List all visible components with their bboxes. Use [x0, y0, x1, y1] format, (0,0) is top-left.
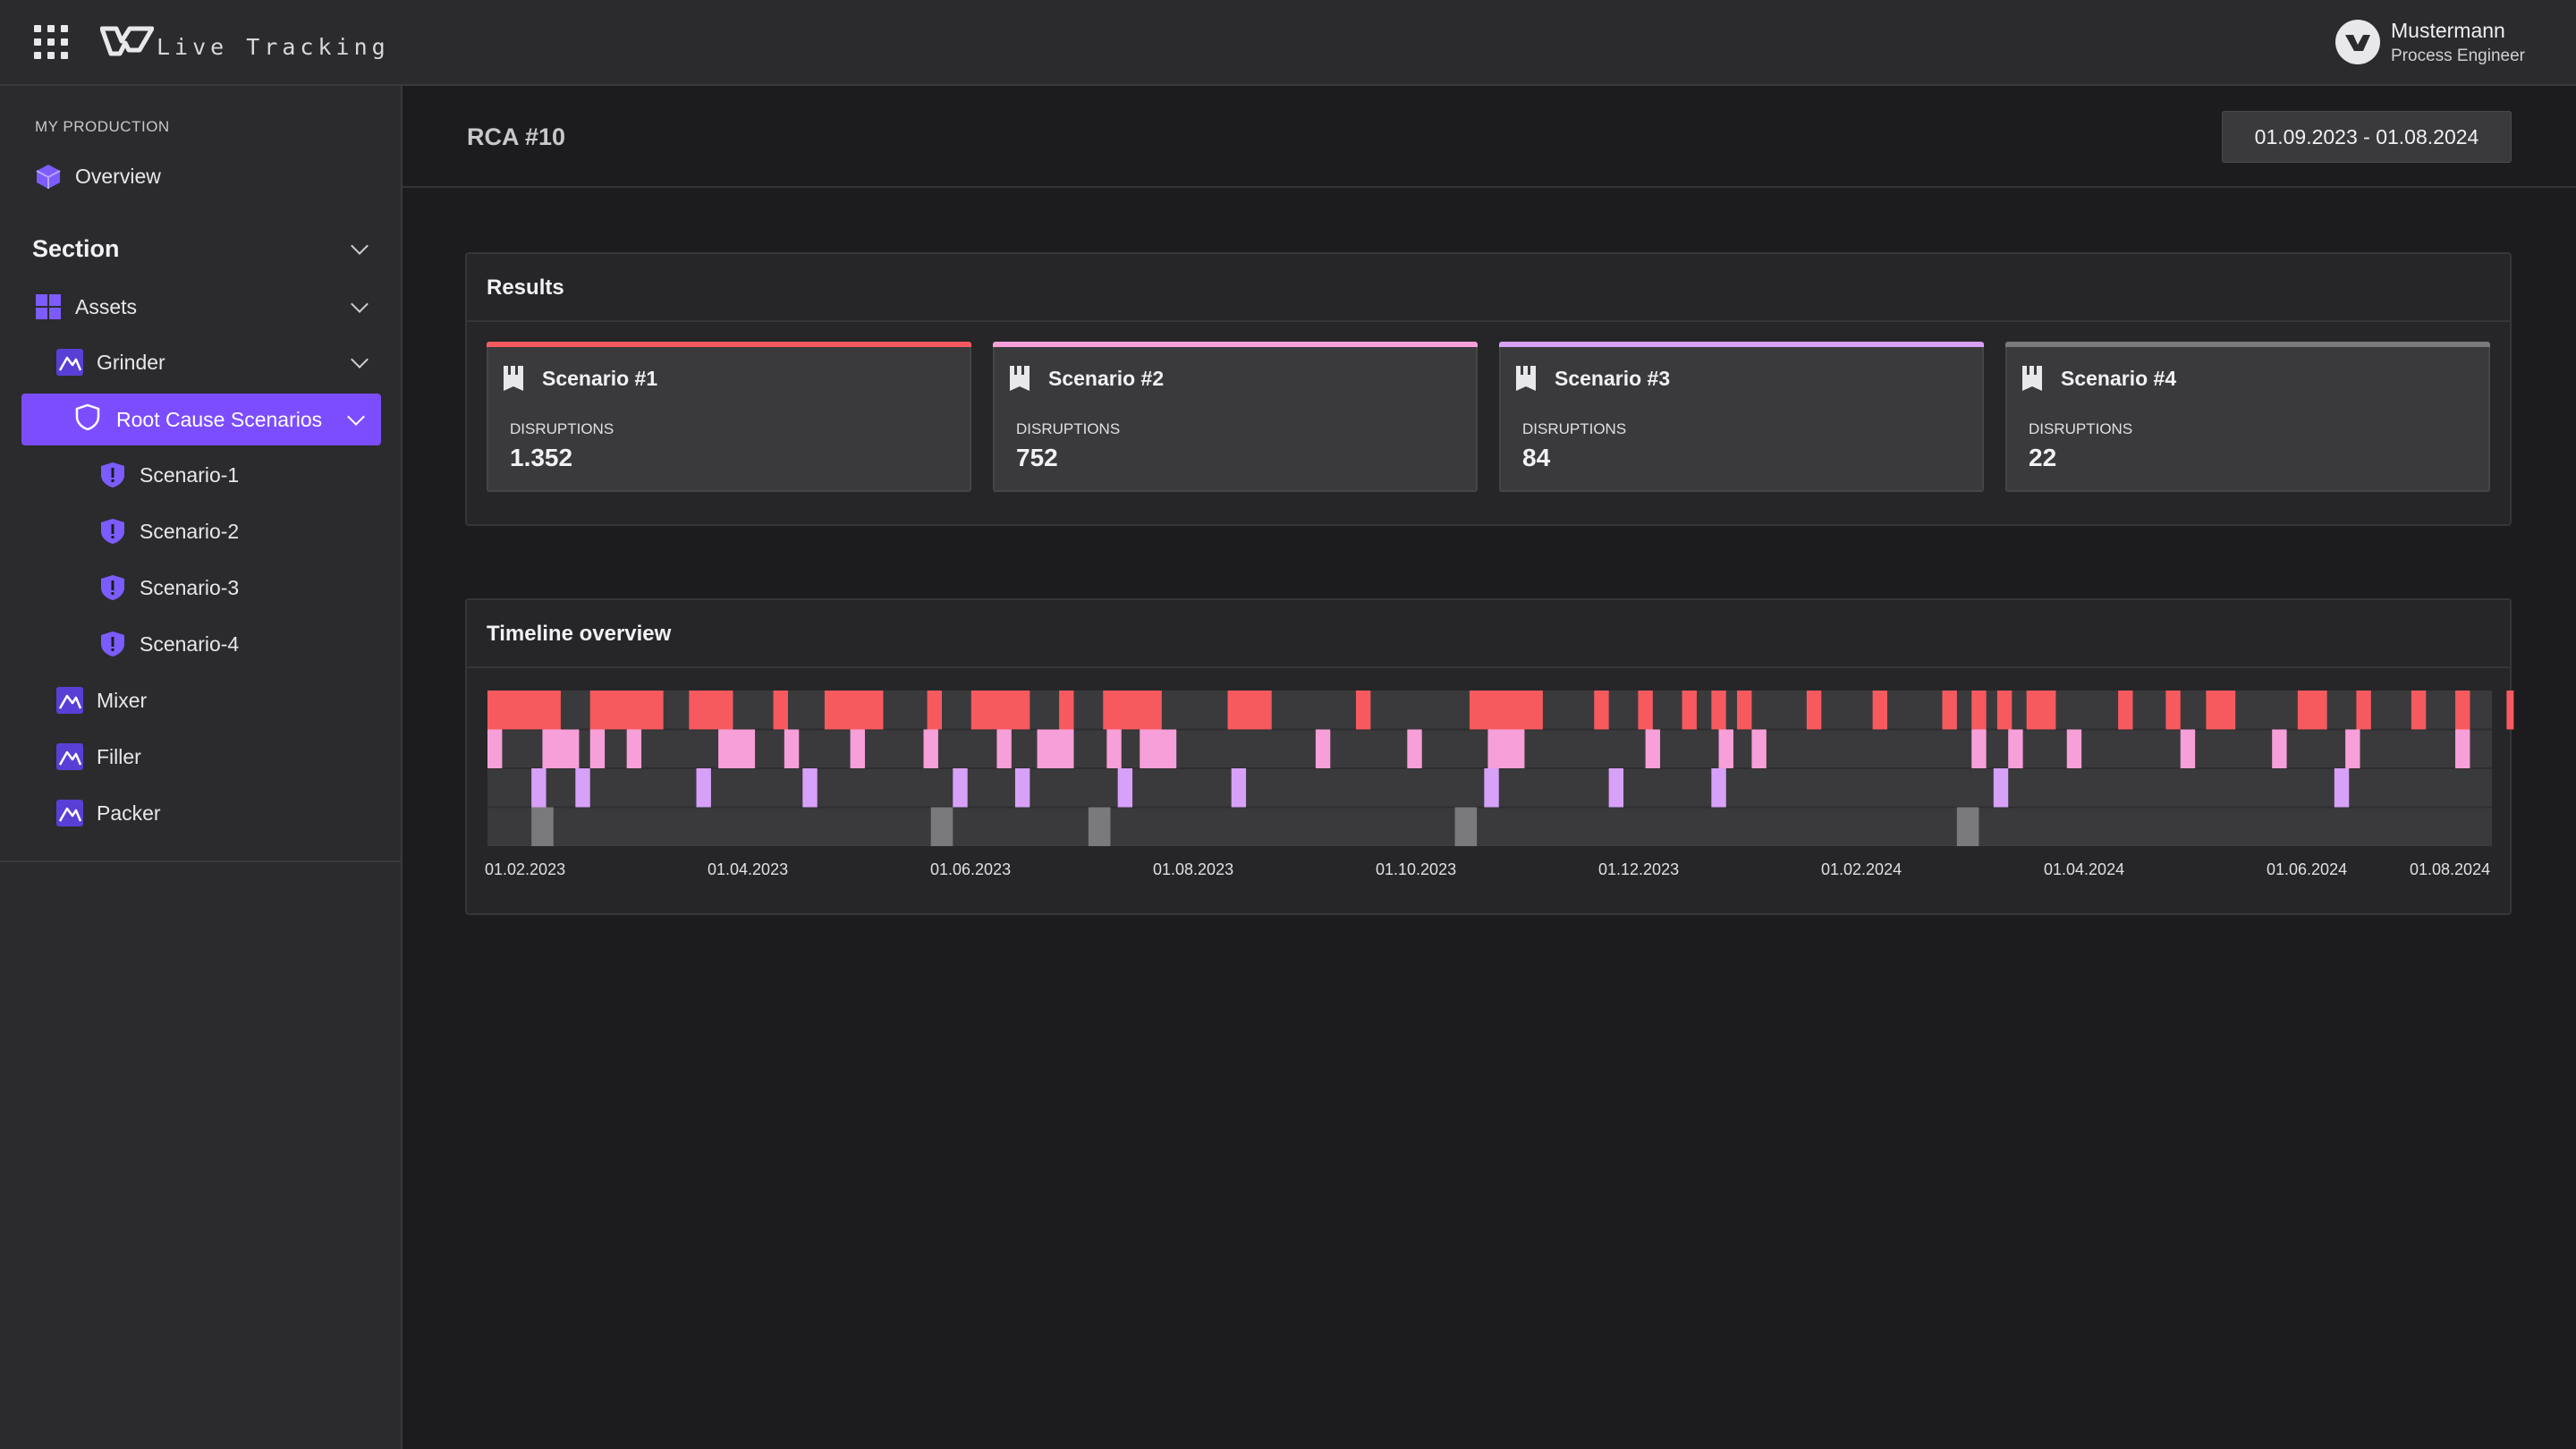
app-title: Live Tracking	[157, 34, 390, 60]
sidebar-item-label: Scenario-2	[140, 519, 240, 543]
page-header: RCA #10 01.09.2023 - 01.08.2024	[402, 86, 2576, 188]
scenario-card-3[interactable]: Scenario #3 DISRUPTIONS 84	[1499, 342, 1984, 492]
axis-tick-label: 01.08.2024	[2410, 860, 2491, 878]
axis-tick-label: 01.04.2024	[2044, 860, 2125, 878]
sidebar-item-mixer[interactable]: Mixer	[55, 674, 147, 726]
timeline-title: Timeline overview	[487, 622, 672, 646]
shield-alert-icon	[98, 517, 127, 546]
metric-value: 752	[1016, 444, 1058, 471]
machine-icon	[55, 799, 84, 827]
sidebar-item-scenario-2[interactable]: Scenario-2	[98, 505, 239, 557]
sidebar: MY PRODUCTION Overview Section Assets	[0, 86, 402, 1449]
axis-tick-label: 01.02.2024	[1821, 860, 1902, 878]
scenario-card-4[interactable]: Scenario #4 DISRUPTIONS 22	[2005, 342, 2490, 492]
sidebar-item-label: Mixer	[97, 688, 148, 712]
card-accent-bar	[2005, 342, 2490, 347]
sidebar-item-grinder[interactable]: Grinder	[55, 336, 372, 388]
user-logo-icon	[2345, 35, 2370, 51]
user-role: Process Engineer	[2391, 47, 2525, 65]
scenario-card-1[interactable]: Scenario #1 DISRUPTIONS 1.352	[487, 342, 971, 492]
divider	[467, 666, 2510, 668]
section-label: Section	[32, 234, 120, 262]
axis-tick-label: 01.04.2023	[708, 860, 789, 878]
sidebar-item-scenario-4[interactable]: Scenario-4	[98, 618, 239, 670]
sidebar-item-filler[interactable]: Filler	[55, 731, 141, 783]
metric-label: DISRUPTIONS	[1522, 420, 1627, 437]
sidebar-item-label: Scenario-3	[140, 575, 240, 599]
sidebar-item-root-cause-scenarios[interactable]: Root Cause Scenarios	[21, 394, 381, 445]
page-title: RCA #10	[467, 123, 566, 150]
axis-tick-label: 01.06.2023	[930, 860, 1012, 878]
chevron-down-icon	[343, 407, 369, 432]
card-accent-bar	[1499, 342, 1984, 347]
metric-label: DISRUPTIONS	[510, 420, 614, 437]
date-range-picker[interactable]: 01.09.2023 - 01.08.2024	[2222, 111, 2512, 163]
scenario-name: Scenario #3	[1555, 367, 1671, 390]
scenario-card-2[interactable]: Scenario #2 DISRUPTIONS 752	[993, 342, 1478, 492]
chevron-down-icon	[347, 236, 372, 261]
card-accent-bar	[487, 342, 971, 347]
sidebar-navigation: MY PRODUCTION Overview Section Assets	[0, 86, 401, 862]
axis-tick-label: 01.12.2023	[1598, 860, 1680, 878]
document-icon	[504, 366, 523, 391]
sidebar-item-label: Overview	[75, 164, 161, 188]
document-icon	[1516, 366, 1536, 391]
grid-icon	[34, 292, 63, 321]
shield-alert-icon	[98, 573, 127, 602]
chevron-down-icon	[347, 294, 372, 319]
shield-icon	[75, 403, 100, 436]
cube-icon	[34, 162, 63, 191]
sidebar-item-label: Root Cause Scenarios	[116, 407, 323, 431]
metric-value: 22	[2029, 444, 2057, 471]
axis-tick-label: 01.06.2024	[2267, 860, 2348, 878]
scenario-name: Scenario #4	[2061, 367, 2177, 390]
metric-value: 84	[1522, 444, 1551, 471]
sidebar-item-label: Scenario-4	[140, 631, 240, 656]
metric-value: 1.352	[510, 444, 573, 471]
sidebar-section-header[interactable]: Section	[32, 227, 372, 270]
top-bar: Live Tracking Mustermann Process Enginee…	[0, 0, 2576, 86]
sidebar-item-assets[interactable]: Assets	[34, 281, 372, 333]
sidebar-item-label: Filler	[97, 744, 141, 768]
axis-tick-label: 01.08.2023	[1153, 860, 1234, 878]
axis-tick-label: 01.02.2023	[485, 860, 566, 878]
machine-icon	[55, 686, 84, 715]
card-accent-bar	[993, 342, 1478, 347]
divider	[467, 320, 2510, 322]
sidebar-item-label: Assets	[75, 294, 138, 318]
user-avatar[interactable]	[2335, 20, 2380, 64]
sidebar-item-scenario-3[interactable]: Scenario-3	[98, 562, 239, 614]
sidebar-item-scenario-1[interactable]: Scenario-1	[98, 449, 239, 501]
sidebar-item-packer[interactable]: Packer	[55, 787, 161, 839]
metric-label: DISRUPTIONS	[2029, 420, 2133, 437]
sidebar-item-label: Grinder	[97, 350, 165, 374]
shield-alert-icon	[98, 461, 127, 489]
metric-label: DISRUPTIONS	[1016, 420, 1121, 437]
sidebar-group-label: MY PRODUCTION	[35, 118, 170, 135]
sidebar-item-label: Scenario-1	[140, 462, 240, 487]
results-title: Results	[487, 275, 564, 300]
document-icon	[1010, 366, 1030, 391]
scenario-name: Scenario #2	[1048, 367, 1165, 390]
machine-icon	[55, 348, 84, 377]
axis-tick-label: 01.10.2023	[1376, 860, 1457, 878]
brand-logo-icon	[100, 26, 154, 56]
document-icon	[2022, 366, 2042, 391]
shield-alert-icon	[98, 630, 127, 658]
sidebar-item-label: Packer	[97, 801, 161, 825]
chevron-down-icon	[347, 350, 372, 375]
user-name: Mustermann	[2391, 19, 2505, 42]
machine-icon	[55, 742, 84, 771]
sidebar-item-overview[interactable]: Overview	[34, 150, 161, 202]
scenario-name: Scenario #1	[542, 367, 658, 390]
apps-grid-icon[interactable]	[34, 25, 68, 59]
